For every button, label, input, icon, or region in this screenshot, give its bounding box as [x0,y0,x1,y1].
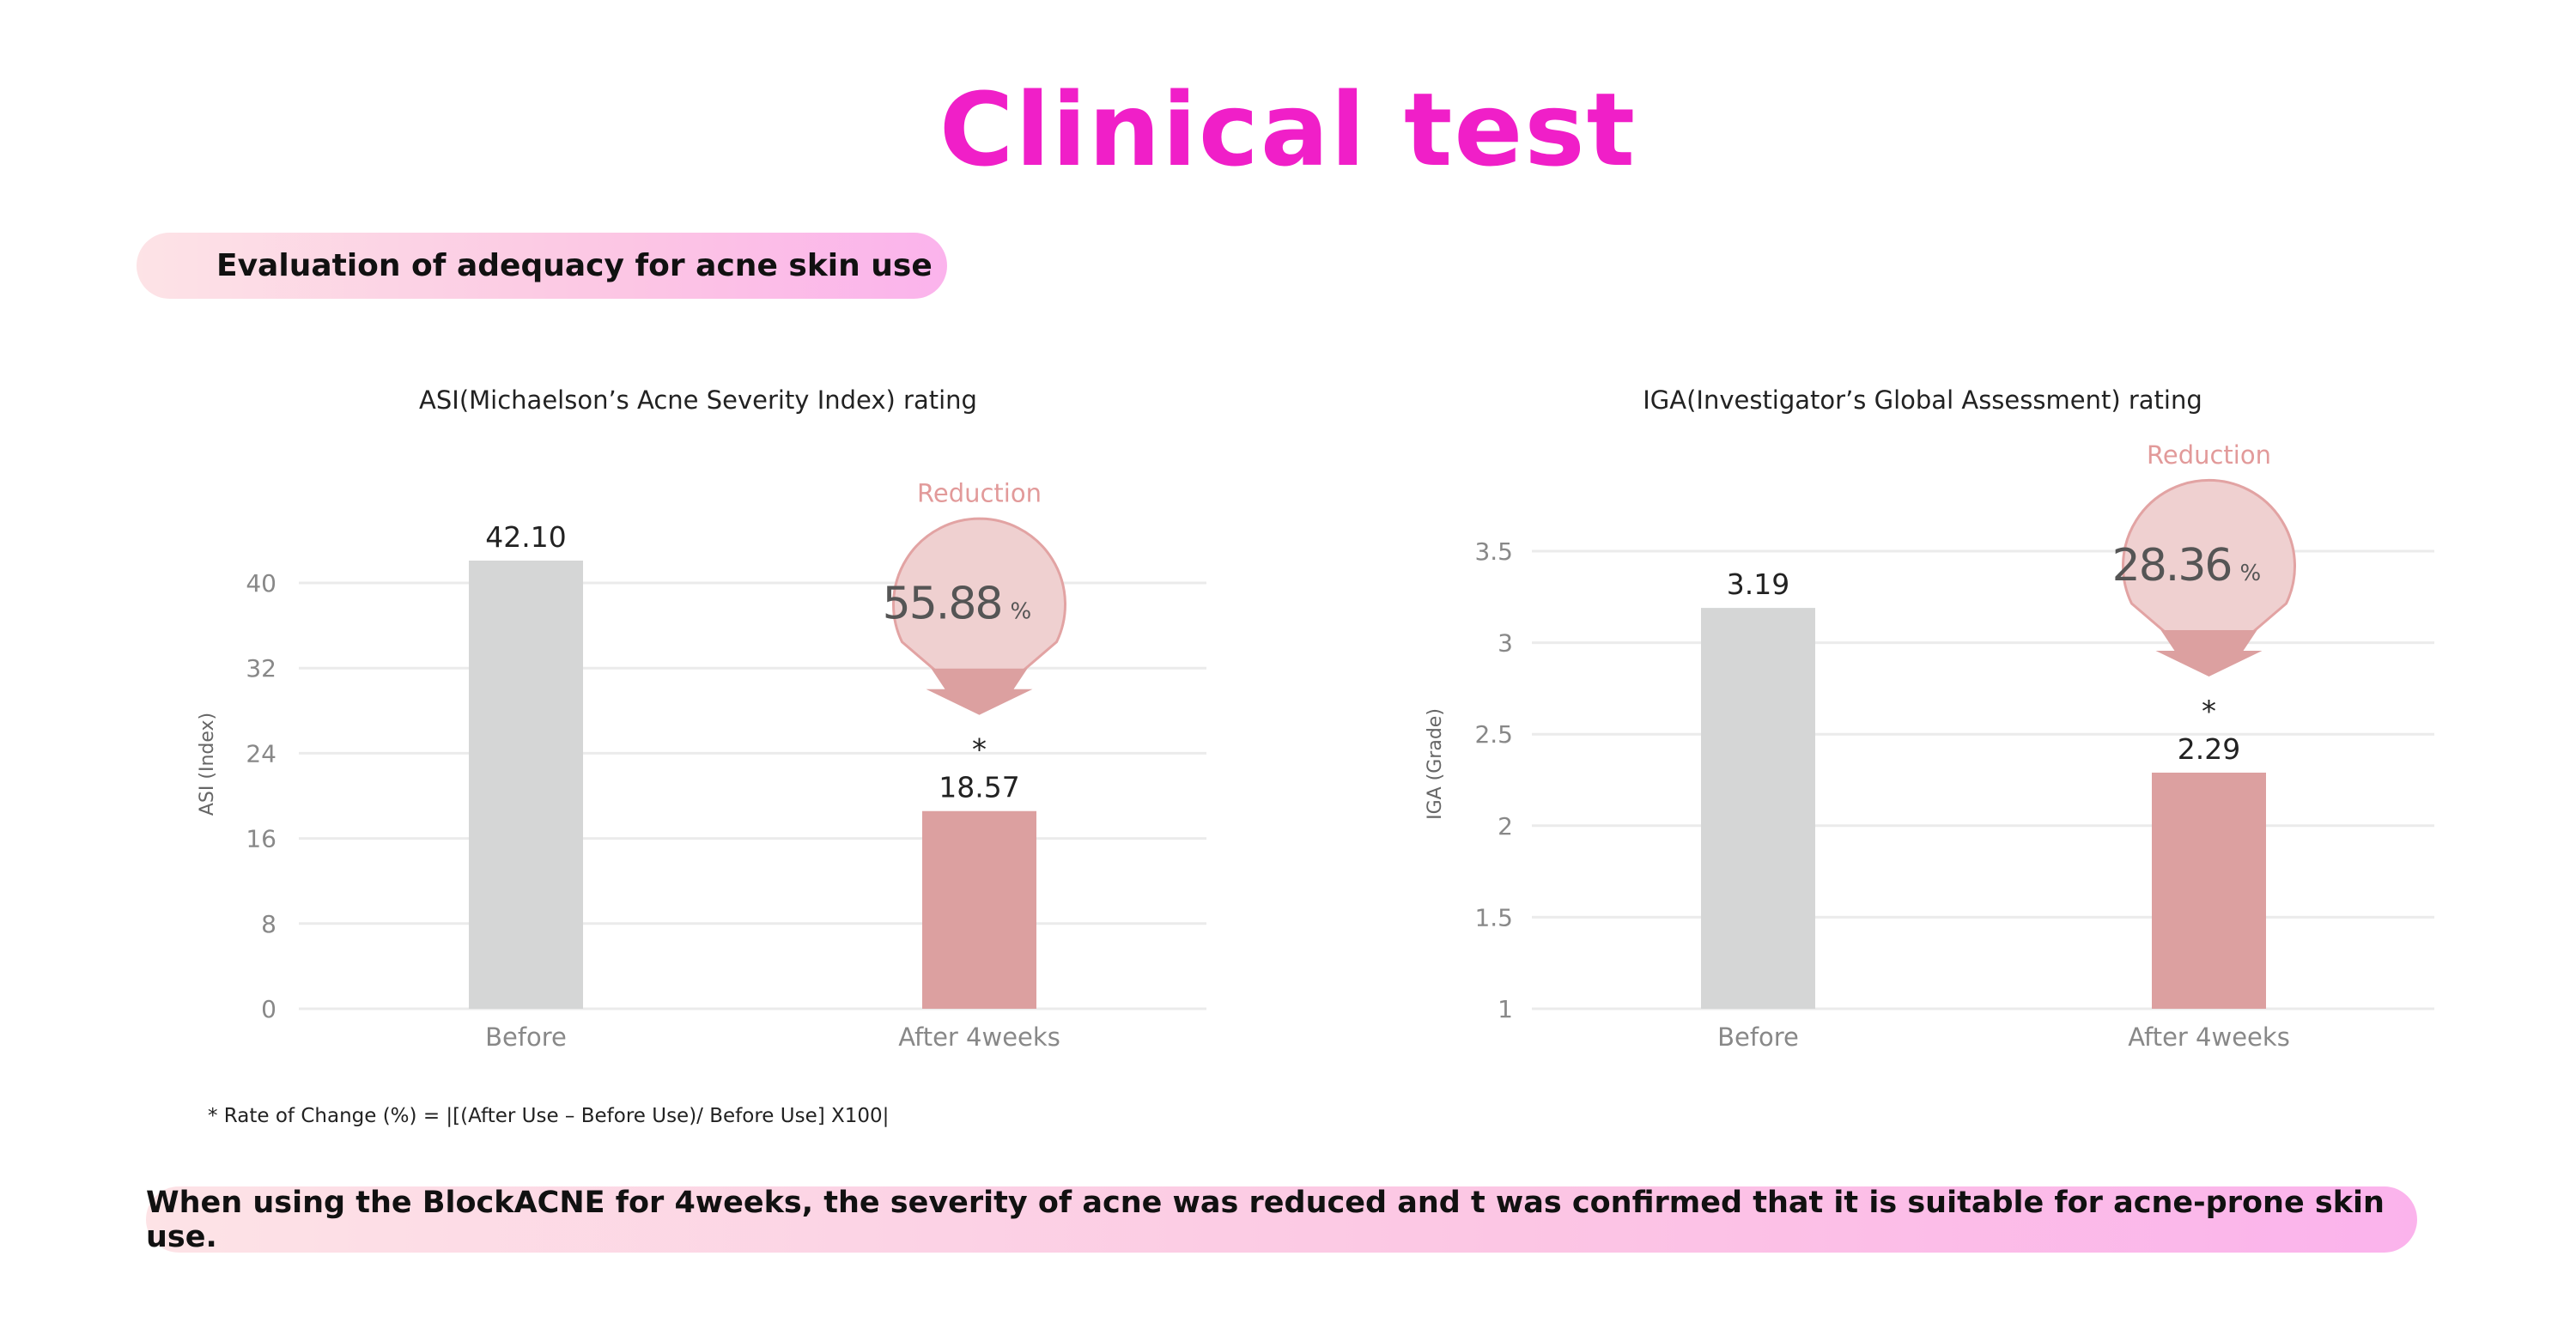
y-tick-label: 3.5 [1474,537,1513,566]
x-tick-label: Before [1717,1022,1799,1052]
section-label: Evaluation of adequacy for acne skin use [137,233,947,299]
x-tick-label: After 4weeks [898,1022,1060,1052]
reduction-unit: % [1011,599,1032,625]
reduction-bubble [2122,478,2296,671]
x-tick-label: Before [485,1022,567,1052]
bar-after [2152,772,2266,1009]
reduction-arrow-icon [2155,629,2263,677]
y-tick-label: 8 [261,910,276,938]
reduction-arrow-icon [926,668,1033,715]
significance-marker: * [2202,695,2216,729]
y-tick-label: 1 [1498,995,1513,1023]
reduction-bubble [892,517,1066,710]
y-tick-label: 32 [246,654,276,683]
y-tick-label: 24 [246,739,276,768]
bar-after [922,810,1036,1009]
bar-before [469,560,583,1009]
y-axis-label: IGA (Grade) [1425,708,1446,820]
significance-marker: * [972,733,987,768]
reduction-label: Reduction [917,479,1042,508]
bar-value-label: 3.19 [1727,567,1789,601]
y-axis-label: ASI (Index) [197,713,218,816]
reduction-value: 28.36 [2112,540,2232,592]
bar-value-label: 2.29 [2178,732,2240,766]
chart-title: ASI(Michaelson’s Acne Severity Index) ra… [419,385,977,415]
section-label-text: Evaluation of adequacy for acne skin use [216,248,933,283]
bar-value-label: 18.57 [939,771,1019,804]
reduction-label: Reduction [2147,440,2271,470]
y-tick-label: 0 [261,995,276,1023]
y-tick-label: 2.5 [1474,720,1513,749]
footnote: * Rate of Change (%) = |[(After Use – Be… [208,1105,890,1127]
bar-value-label: 42.10 [485,520,566,554]
reduction-unit: % [2240,561,2262,586]
conclusion-text: When using the BlockACNE for 4weeks, the… [146,1185,2385,1254]
y-tick-label: 3 [1498,629,1513,658]
y-tick-label: 40 [246,569,276,598]
x-tick-label: After 4weeks [2128,1022,2290,1052]
chart-title: IGA(Investigator’s Global Assessment) ra… [1643,385,2202,415]
conclusion-banner: When using the BlockACNE for 4weeks, the… [146,1185,2417,1254]
bar-before [1701,608,1815,1009]
page-title: Clinical test [939,70,1637,189]
y-tick-label: 16 [246,825,276,853]
y-tick-label: 1.5 [1474,903,1513,931]
reduction-value: 55.88 [883,579,1002,630]
y-tick-label: 2 [1498,812,1513,840]
